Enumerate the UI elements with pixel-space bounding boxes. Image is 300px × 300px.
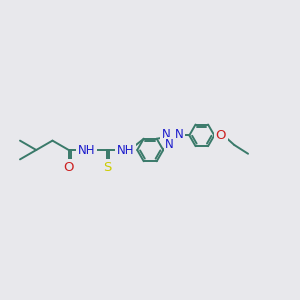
Text: S: S	[103, 161, 111, 174]
Text: N: N	[175, 128, 184, 141]
Text: N: N	[165, 138, 174, 152]
Text: O: O	[215, 129, 226, 142]
Text: O: O	[64, 161, 74, 174]
Text: NH: NH	[78, 143, 95, 157]
Text: N: N	[162, 128, 171, 141]
Text: NH: NH	[116, 143, 134, 157]
